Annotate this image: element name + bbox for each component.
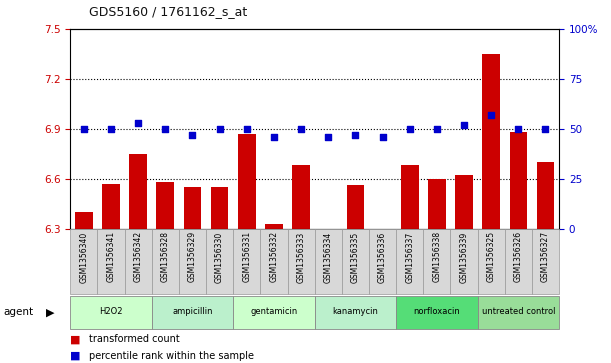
Bar: [428, 179, 445, 229]
Bar: [75, 212, 93, 229]
Text: percentile rank within the sample: percentile rank within the sample: [89, 351, 254, 361]
Text: GSM1356342: GSM1356342: [134, 231, 142, 282]
Bar: [156, 182, 174, 229]
Text: GSM1356335: GSM1356335: [351, 231, 360, 282]
Point: [214, 126, 224, 132]
Text: agent: agent: [3, 307, 33, 317]
Bar: [478, 296, 559, 329]
Bar: [70, 229, 97, 294]
Text: GSM1356332: GSM1356332: [269, 231, 279, 282]
Bar: [211, 187, 229, 229]
Bar: [184, 187, 201, 229]
Bar: [315, 296, 396, 329]
Text: untreated control: untreated control: [481, 307, 555, 316]
Text: GSM1356326: GSM1356326: [514, 231, 523, 282]
Bar: [179, 229, 206, 294]
Text: GSM1356337: GSM1356337: [405, 231, 414, 282]
Bar: [206, 229, 233, 294]
Bar: [315, 229, 342, 294]
Bar: [125, 229, 152, 294]
Bar: [396, 229, 423, 294]
Text: GSM1356336: GSM1356336: [378, 231, 387, 282]
Text: GSM1356328: GSM1356328: [161, 231, 170, 282]
Point: [161, 126, 170, 132]
Bar: [450, 229, 478, 294]
Bar: [532, 229, 559, 294]
Text: GSM1356339: GSM1356339: [459, 231, 469, 282]
Point: [133, 120, 143, 126]
Point: [459, 122, 469, 128]
Bar: [233, 296, 315, 329]
Bar: [482, 54, 500, 229]
Text: GSM1356331: GSM1356331: [243, 231, 251, 282]
Text: GSM1356333: GSM1356333: [296, 231, 306, 282]
Bar: [510, 132, 527, 229]
Bar: [70, 296, 152, 329]
Text: ■: ■: [70, 334, 81, 344]
Text: ▶: ▶: [46, 307, 54, 317]
Text: GSM1356329: GSM1356329: [188, 231, 197, 282]
Point: [106, 126, 116, 132]
Bar: [97, 229, 125, 294]
Text: kanamycin: kanamycin: [332, 307, 378, 316]
Text: GSM1356340: GSM1356340: [79, 231, 89, 282]
Bar: [369, 229, 396, 294]
Bar: [260, 229, 288, 294]
Point: [296, 126, 306, 132]
Bar: [233, 229, 260, 294]
Point: [432, 126, 442, 132]
Point: [79, 126, 89, 132]
Point: [269, 134, 279, 140]
Text: GDS5160 / 1761162_s_at: GDS5160 / 1761162_s_at: [89, 5, 247, 18]
Bar: [130, 154, 147, 229]
Bar: [288, 229, 315, 294]
Point: [323, 134, 333, 140]
Text: GSM1356327: GSM1356327: [541, 231, 550, 282]
Text: norfloxacin: norfloxacin: [414, 307, 460, 316]
Bar: [238, 134, 255, 229]
Text: ampicillin: ampicillin: [172, 307, 213, 316]
Bar: [423, 229, 450, 294]
Text: GSM1356330: GSM1356330: [215, 231, 224, 282]
Bar: [396, 296, 478, 329]
Text: GSM1356338: GSM1356338: [433, 231, 441, 282]
Bar: [342, 229, 369, 294]
Point: [513, 126, 523, 132]
Bar: [478, 229, 505, 294]
Bar: [455, 175, 473, 229]
Point: [188, 132, 197, 138]
Text: transformed count: transformed count: [89, 334, 180, 344]
Bar: [401, 166, 419, 229]
Text: GSM1356341: GSM1356341: [106, 231, 115, 282]
Point: [541, 126, 551, 132]
Bar: [346, 185, 364, 229]
Bar: [152, 229, 179, 294]
Point: [351, 132, 360, 138]
Point: [378, 134, 387, 140]
Point: [242, 126, 252, 132]
Bar: [505, 229, 532, 294]
Bar: [152, 296, 233, 329]
Text: gentamicin: gentamicin: [251, 307, 298, 316]
Point: [486, 112, 496, 118]
Point: [405, 126, 415, 132]
Bar: [536, 162, 554, 229]
Bar: [265, 224, 283, 229]
Text: ■: ■: [70, 351, 81, 361]
Text: H2O2: H2O2: [99, 307, 123, 316]
Text: GSM1356334: GSM1356334: [324, 231, 333, 282]
Text: GSM1356325: GSM1356325: [487, 231, 496, 282]
Bar: [292, 166, 310, 229]
Bar: [102, 184, 120, 229]
